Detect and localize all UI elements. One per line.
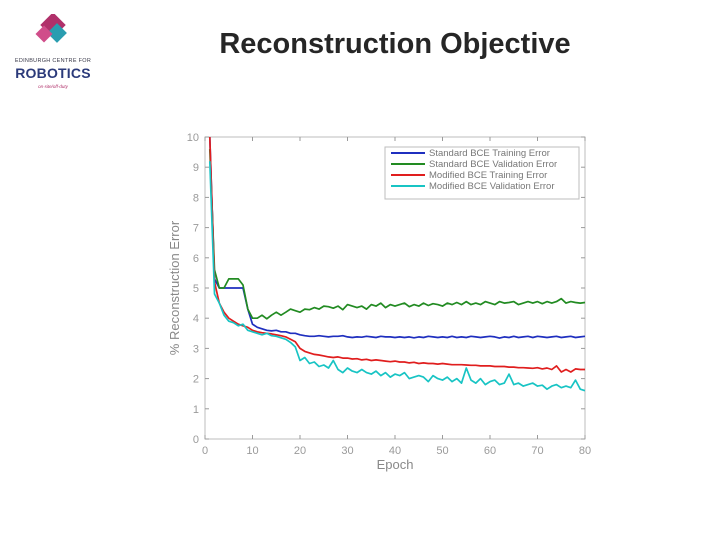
logo: EDINBURGH CENTRE FOR ROBOTICS on-site/of…: [12, 14, 94, 94]
series-line-3: [208, 137, 585, 373]
legend-label: Modified BCE Training Error: [429, 170, 547, 181]
legend-label: Modified BCE Validation Error: [429, 181, 555, 192]
x-tick-label: 30: [341, 445, 353, 457]
x-tick-label: 60: [484, 445, 496, 457]
logo-mark-icon: [35, 14, 67, 43]
logo-line2: ROBOTICS: [15, 65, 91, 81]
legend-box: [384, 146, 580, 200]
logo-tagline: on-site/off-duty: [38, 84, 68, 89]
x-tick-label: 20: [294, 445, 306, 457]
y-tick-label: 6: [193, 253, 199, 265]
x-tick-label: 70: [531, 445, 543, 457]
y-tick-label: 0: [193, 434, 199, 446]
y-tick-label: 10: [187, 132, 199, 144]
y-tick-label: 8: [193, 192, 199, 204]
x-tick-label: 80: [579, 445, 591, 457]
x-tick-label: 10: [246, 445, 258, 457]
series-line-2: [208, 149, 585, 320]
y-tick-label: 9: [193, 162, 199, 174]
y-tick-label: 4: [193, 313, 199, 325]
y-tick-label: 3: [193, 343, 199, 355]
series-line-4: [208, 161, 585, 392]
legend-label: Standard BCE Training Error: [429, 148, 550, 159]
y-axis-label: % Reconstruction Error: [167, 220, 182, 355]
y-tick-label: 1: [193, 404, 199, 416]
legend-label: Standard BCE Validation Error: [429, 159, 557, 170]
series-line-1: [208, 137, 585, 339]
x-axis-label: Epoch: [377, 457, 414, 472]
line-chart: 0 1 2 3 4 5 6 7 8 9 10 0 10 20 30 40 50 60 70 80 Epoch % Reco…: [167, 132, 591, 472]
y-tick-label: 2: [193, 374, 199, 386]
y-tick-label: 5: [193, 283, 199, 295]
logo-line1: EDINBURGH CENTRE FOR: [14, 58, 92, 64]
x-tick-label: 0: [202, 445, 208, 457]
y-tick-label: 7: [193, 223, 199, 235]
x-tick-label: 50: [436, 445, 448, 457]
x-tick-label: 40: [389, 445, 401, 457]
page-title: Reconstruction Objective: [219, 28, 571, 60]
